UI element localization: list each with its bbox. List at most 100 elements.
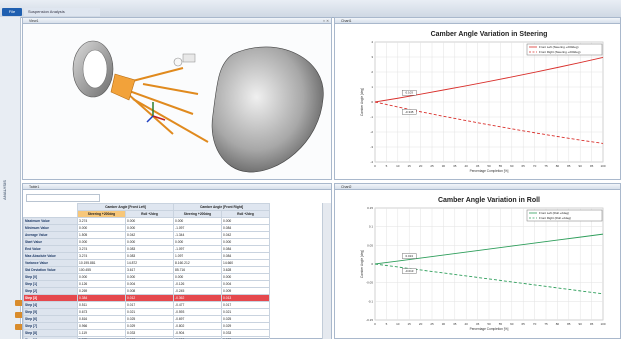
- series-line: [374, 263, 604, 295]
- x-tick-label: 70: [533, 164, 537, 168]
- table-column-header[interactable]: Steering +200deg: [173, 210, 222, 218]
- table-row[interactable]: Maximum Value 3.274 0.000 0.000 0.000: [23, 217, 270, 225]
- table-cell: 10.195.881: [77, 259, 126, 267]
- table-row[interactable]: Step [1] 0.126 0.004 -0.126 0.004: [23, 280, 270, 288]
- table-column-header[interactable]: Roll +2deg: [125, 210, 174, 218]
- table-cell: -1.344: [173, 231, 222, 239]
- row-label: End Value: [23, 245, 78, 253]
- x-tick-label: 60: [510, 164, 514, 168]
- table-cell: 0.009: [221, 287, 270, 295]
- ribbon-tab[interactable]: Suspension Analysis: [24, 8, 100, 16]
- table-cell: 0.004: [221, 280, 270, 288]
- row-label: Max Absolute Value: [23, 252, 78, 260]
- table-row[interactable]: Step [7] 0.966 0.029 -0.802 0.029: [23, 322, 270, 330]
- table-cell: -0.477: [173, 301, 222, 309]
- table-row[interactable]: Step [3] 0.384 0.012 -0.362 0.013: [23, 294, 270, 302]
- row-label: Variance Value: [23, 259, 78, 267]
- data-label: 0.103: [405, 91, 413, 95]
- x-tick-label: 70: [533, 322, 537, 326]
- chart-title: Camber Angle Variation in Steering: [431, 31, 548, 38]
- car-icon[interactable]: [15, 312, 23, 318]
- table-cell: 0.008: [125, 287, 174, 295]
- row-label: Std Deviation Value: [23, 266, 78, 274]
- car-icon[interactable]: [15, 300, 23, 306]
- y-tick-label: 2: [371, 70, 373, 74]
- table-cell: 0.025: [125, 315, 174, 323]
- series-line: [374, 57, 604, 103]
- close-icon[interactable]: × ✕: [323, 19, 329, 23]
- table-cell: -0.126: [173, 280, 222, 288]
- chart-bottom-panel: Chart2 Camber Angle Variation in Roll 0.1…: [334, 183, 621, 339]
- x-tick-label: 80: [556, 322, 560, 326]
- table-cell: 0.033: [125, 329, 174, 337]
- x-tick-label: 40: [465, 322, 469, 326]
- row-label: Step [0]: [23, 273, 78, 281]
- row-label: Maximum Value: [23, 217, 78, 225]
- row-label: Step [3]: [23, 294, 78, 302]
- data-label: -0.345: [405, 110, 414, 114]
- table-cell: 0.042: [125, 231, 174, 239]
- table-row[interactable]: Start Value 0.000 0.000 0.000 0.000: [23, 238, 270, 246]
- table-cell: 14.660: [221, 259, 270, 267]
- table-row[interactable]: Variance Value 10.195.881 14.872 8.160.212 1…: [23, 259, 270, 267]
- table-cell: 0.029: [125, 322, 174, 330]
- table-search-input[interactable]: [26, 194, 100, 202]
- table-row[interactable]: Minimum Value 0.000 0.000 -1.097 0.084: [23, 224, 270, 232]
- chart-roll[interactable]: Camber Angle Variation in Roll 0.15 0.1 0.0…: [335, 190, 620, 338]
- data-label-box: [401, 90, 417, 96]
- tab-chart-top[interactable]: Chart1: [335, 18, 620, 24]
- table-row[interactable]: Std Deviation Value 100.455 3.617 85.716 3.6…: [23, 266, 270, 274]
- x-tick-label: 10: [396, 322, 400, 326]
- x-tick-label: 80: [556, 164, 560, 168]
- row-label: Start Value: [23, 238, 78, 246]
- x-tick-label: 45: [476, 322, 480, 326]
- table-row[interactable]: End Value 3.274 0.083 -1.097 0.084: [23, 245, 270, 253]
- table-cell: -0.697: [173, 315, 222, 323]
- table-row[interactable]: Average Value 1.505 0.042 -1.344 0.042: [23, 231, 270, 239]
- x-tick-label: 100: [600, 322, 605, 326]
- table-row[interactable]: Max Absolute Value 3.274 0.083 1.097 0.084: [23, 252, 270, 260]
- x-tick-label: 50: [487, 322, 491, 326]
- table-group-header: Camber Angle [Front Left]: [77, 203, 174, 211]
- x-axis-label: Percentage Completion [%]: [470, 327, 509, 331]
- table-cell: 0.384: [77, 294, 126, 302]
- table-cell: 3.274: [77, 245, 126, 253]
- table-row[interactable]: Step [2] 0.269 0.008 -0.245 0.009: [23, 287, 270, 295]
- table-cell: 0.000: [173, 273, 222, 281]
- table-row[interactable]: Step [6] 0.816 0.025 -0.697 0.025: [23, 315, 270, 323]
- tab-view3d[interactable]: View1: [23, 18, 331, 24]
- table-column-header[interactable]: Roll +2deg: [221, 210, 270, 218]
- row-label: Minimum Value: [23, 224, 78, 232]
- table-row[interactable]: Step [5] 0.673 0.021 -0.593 0.021: [23, 308, 270, 316]
- table-cell: 0.021: [125, 308, 174, 316]
- suspension-3d-view[interactable]: [23, 24, 331, 179]
- table-cell: 100.455: [77, 266, 126, 274]
- y-tick-label: -2: [370, 130, 373, 134]
- sidebar-vertical-label[interactable]: ANALYSIS: [2, 180, 7, 200]
- view3d-panel: View1 × ✕: [22, 17, 332, 180]
- tab-chart-bottom[interactable]: Chart2: [335, 184, 620, 190]
- x-tick-label: 40: [465, 164, 469, 168]
- car-icon[interactable]: [15, 324, 23, 330]
- x-tick-label: 5: [386, 164, 388, 168]
- tab-table[interactable]: Table1: [23, 184, 331, 190]
- statistics-table: Camber Angle [Front Left] Camber Angle […: [23, 203, 270, 339]
- chart-steering[interactable]: Camber Angle Variation in Steering43210-…: [335, 24, 620, 179]
- table-cell: -0.362: [173, 294, 222, 302]
- table-cell: 0.033: [221, 329, 270, 337]
- file-button[interactable]: File: [2, 8, 22, 16]
- table-cell: -0.904: [173, 329, 222, 337]
- legend: [526, 209, 603, 222]
- series-line: [374, 101, 604, 144]
- table-row[interactable]: Step [8] 1.119 0.033 -0.904 0.033: [23, 329, 270, 337]
- table-scrollbar[interactable]: [322, 203, 331, 339]
- table-cell: 3.617: [125, 266, 174, 274]
- table-column-header[interactable]: Steering +200deg: [77, 210, 126, 218]
- legend: [526, 43, 603, 56]
- x-tick-label: 25: [430, 322, 434, 326]
- left-sidebar: [0, 17, 21, 339]
- table-row[interactable]: Step [4] 0.511 0.017 -0.477 0.017: [23, 301, 270, 309]
- table-cell: 0.083: [125, 245, 174, 253]
- table-row[interactable]: Step [0] 0.000 0.000 0.000 0.000: [23, 273, 270, 281]
- chart-top-panel: Chart1 Camber Angle Variation in Steerin…: [334, 17, 621, 180]
